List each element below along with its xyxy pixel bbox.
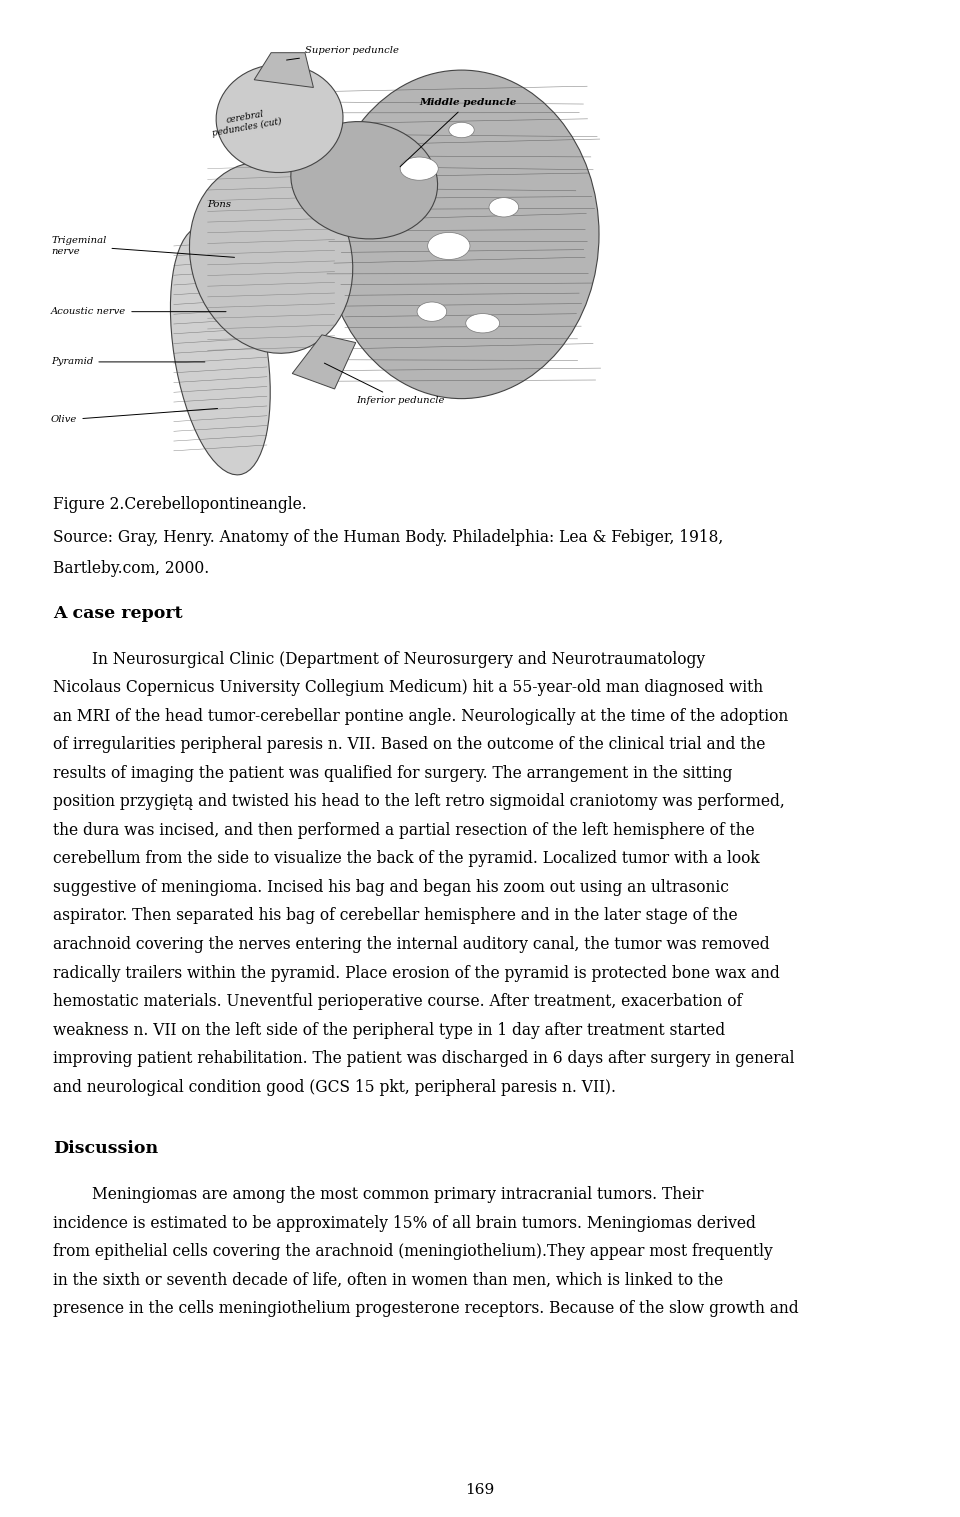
Text: Acoustic nerve: Acoustic nerve bbox=[51, 306, 226, 316]
Text: Inferior peduncle: Inferior peduncle bbox=[324, 363, 444, 405]
Text: arachnoid covering the nerves entering the internal auditory canal, the tumor wa: arachnoid covering the nerves entering t… bbox=[53, 936, 769, 953]
Ellipse shape bbox=[291, 121, 438, 238]
Ellipse shape bbox=[427, 232, 470, 259]
Text: Pons: Pons bbox=[207, 200, 231, 209]
Text: improving patient rehabilitation. The patient was discharged in 6 days after sur: improving patient rehabilitation. The pa… bbox=[53, 1050, 794, 1066]
Text: cerebellum from the side to visualize the back of the pyramid. Localized tumor w: cerebellum from the side to visualize th… bbox=[53, 851, 759, 868]
Text: Pyramid: Pyramid bbox=[51, 358, 204, 367]
Ellipse shape bbox=[417, 302, 446, 322]
Text: cerebral
peduncles (cut): cerebral peduncles (cut) bbox=[209, 106, 282, 138]
Text: Discussion: Discussion bbox=[53, 1141, 158, 1157]
Text: In Neurosurgical Clinic (Department of Neurosurgery and Neurotraumatology: In Neurosurgical Clinic (Department of N… bbox=[53, 651, 705, 667]
Ellipse shape bbox=[489, 197, 518, 217]
Text: Trigeminal
nerve: Trigeminal nerve bbox=[51, 237, 234, 258]
Text: Nicolaus Copernicus University Collegium Medicum) hit a 55-year-old man diagnose: Nicolaus Copernicus University Collegium… bbox=[53, 680, 763, 696]
Ellipse shape bbox=[466, 314, 499, 332]
Text: incidence is estimated to be approximately 15% of all brain tumors. Meningiomas : incidence is estimated to be approximate… bbox=[53, 1215, 756, 1232]
Text: A case report: A case report bbox=[53, 605, 182, 622]
Text: Figure 2.Cerebellopontineangle.: Figure 2.Cerebellopontineangle. bbox=[53, 496, 306, 513]
Text: Meningiomas are among the most common primary intracranial tumors. Their: Meningiomas are among the most common pr… bbox=[53, 1186, 704, 1203]
Ellipse shape bbox=[400, 158, 439, 181]
Text: weakness n. VII on the left side of the peripheral type in 1 day after treatment: weakness n. VII on the left side of the … bbox=[53, 1021, 725, 1039]
Text: Superior peduncle: Superior peduncle bbox=[286, 46, 398, 61]
Text: and neurological condition good (GCS 15 pkt, peripheral paresis n. VII).: and neurological condition good (GCS 15 … bbox=[53, 1079, 615, 1095]
Polygon shape bbox=[292, 335, 356, 388]
Polygon shape bbox=[254, 53, 313, 88]
Ellipse shape bbox=[324, 70, 599, 399]
Ellipse shape bbox=[171, 226, 271, 475]
Text: position przygiętą and twisted his head to the left retro sigmoidal craniotomy w: position przygiętą and twisted his head … bbox=[53, 793, 784, 810]
Text: hemostatic materials. Uneventful perioperative course. After treatment, exacerba: hemostatic materials. Uneventful periope… bbox=[53, 994, 742, 1010]
Text: an MRI of the head tumor-cerebellar pontine angle. Neurologically at the time of: an MRI of the head tumor-cerebellar pont… bbox=[53, 708, 788, 725]
Text: results of imaging the patient was qualified for surgery. The arrangement in the: results of imaging the patient was quali… bbox=[53, 765, 732, 781]
Text: 169: 169 bbox=[466, 1484, 494, 1497]
Ellipse shape bbox=[189, 162, 352, 353]
Text: aspirator. Then separated his bag of cerebellar hemisphere and in the later stag: aspirator. Then separated his bag of cer… bbox=[53, 907, 737, 924]
Text: from epithelial cells covering the arachnoid (meningiothelium).They appear most : from epithelial cells covering the arach… bbox=[53, 1242, 773, 1261]
Text: presence in the cells meningiothelium progesterone receptors. Because of the slo: presence in the cells meningiothelium pr… bbox=[53, 1300, 799, 1317]
Text: radically trailers within the pyramid. Place erosion of the pyramid is protected: radically trailers within the pyramid. P… bbox=[53, 965, 780, 981]
Text: Source: Gray, Henry. Anatomy of the Human Body. Philadelphia: Lea & Febiger, 191: Source: Gray, Henry. Anatomy of the Huma… bbox=[53, 529, 723, 546]
Text: Olive: Olive bbox=[51, 408, 218, 425]
Text: Bartleby.com, 2000.: Bartleby.com, 2000. bbox=[53, 560, 209, 576]
Ellipse shape bbox=[216, 64, 343, 173]
Text: in the sixth or seventh decade of life, often in women than men, which is linked: in the sixth or seventh decade of life, … bbox=[53, 1271, 723, 1288]
Text: the dura was incised, and then performed a partial resection of the left hemisph: the dura was incised, and then performed… bbox=[53, 822, 755, 839]
Ellipse shape bbox=[449, 123, 474, 138]
Text: of irregularities peripheral paresis n. VII. Based on the outcome of the clinica: of irregularities peripheral paresis n. … bbox=[53, 736, 765, 754]
Text: Middle peduncle: Middle peduncle bbox=[400, 99, 516, 167]
Text: suggestive of meningioma. Incised his bag and began his zoom out using an ultras: suggestive of meningioma. Incised his ba… bbox=[53, 878, 729, 897]
